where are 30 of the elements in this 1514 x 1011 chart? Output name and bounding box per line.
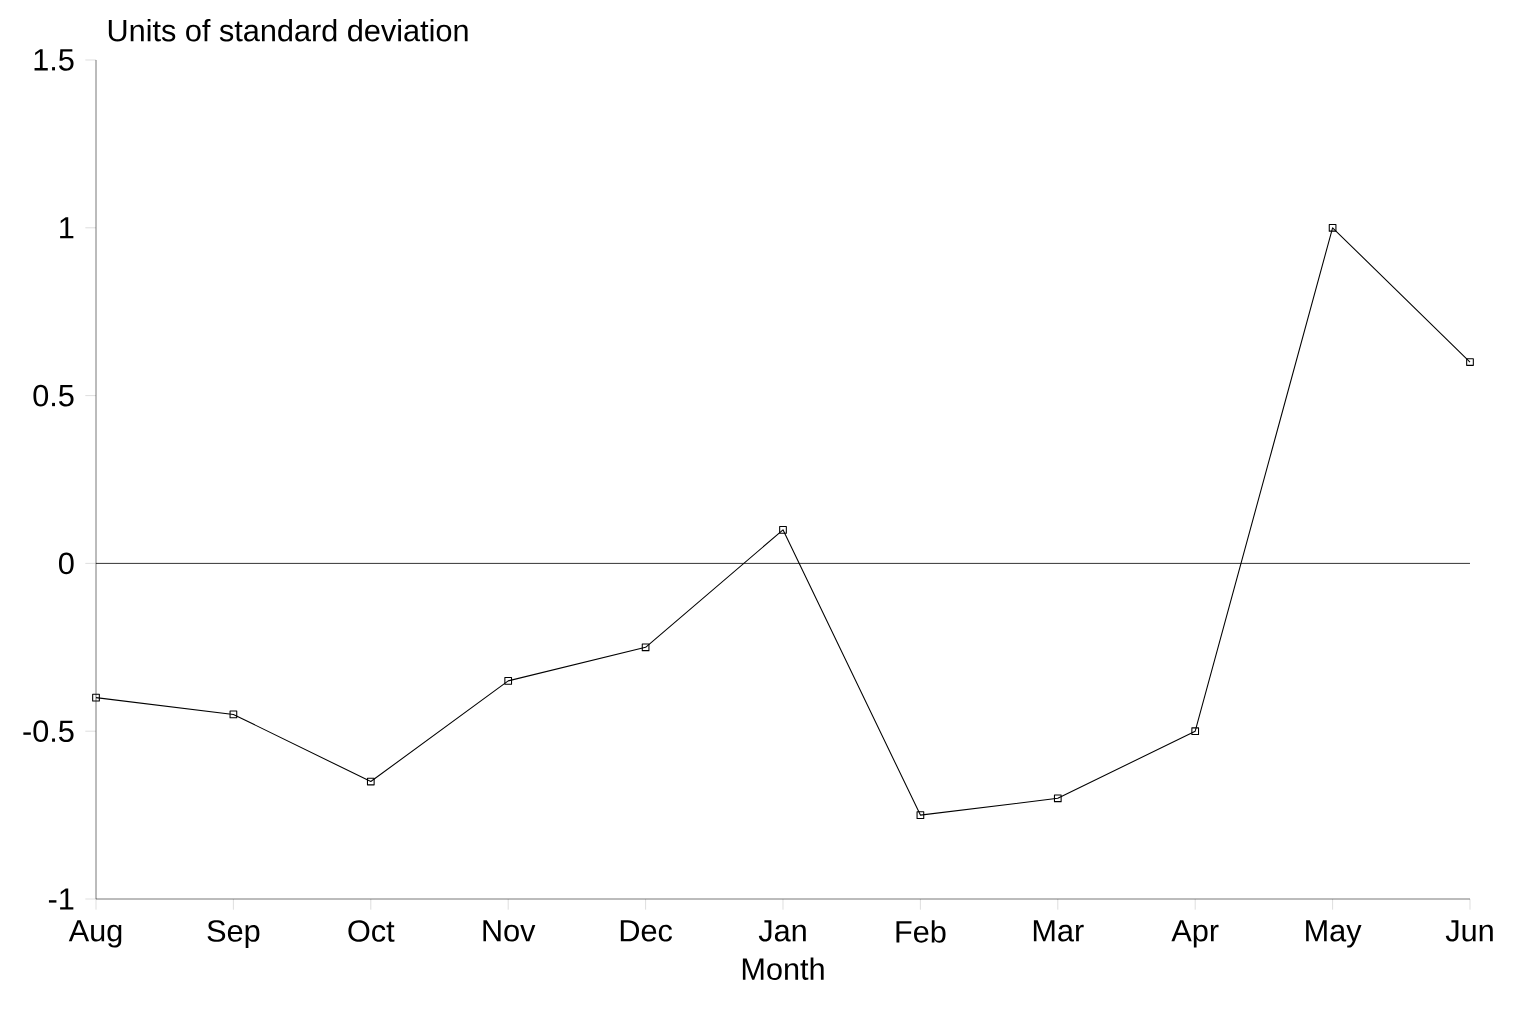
x-tick-label: Nov	[483, 920, 536, 942]
point	[779, 525, 787, 534]
x-tick-label: Mar	[1033, 920, 1084, 942]
point	[1191, 727, 1200, 736]
y-tick-label: -0.5	[23, 720, 74, 743]
x-tick-label: Jan	[758, 920, 806, 942]
point	[504, 676, 513, 685]
x-tick-label: Oct	[348, 920, 395, 942]
y-tick-label: -1	[48, 888, 74, 910]
x-tick-label: Sep	[207, 920, 260, 948]
y-tick-label: 1	[60, 217, 74, 239]
y-tick-label: 0	[58, 552, 74, 575]
x-tick-label: Dec	[620, 920, 673, 942]
point	[229, 710, 238, 719]
point	[366, 777, 375, 786]
y-axis-title: Units of standard deviation	[108, 18, 468, 42]
y-tick-label: 0.5	[33, 384, 74, 407]
x-tick-label: Feb	[896, 920, 946, 943]
x-tick-label: Aug	[68, 920, 122, 948]
point	[1466, 358, 1474, 366]
x-tick-label: May	[1306, 920, 1362, 948]
x-tick-label: Apr	[1171, 920, 1219, 948]
x-tick-label: Jun	[1445, 920, 1493, 942]
point	[1328, 223, 1337, 232]
point	[916, 811, 925, 819]
point	[92, 693, 100, 702]
y-tick-label: 1.5	[34, 49, 74, 71]
x-axis-title: Month	[742, 957, 824, 980]
point	[1053, 794, 1062, 803]
point	[641, 643, 650, 652]
